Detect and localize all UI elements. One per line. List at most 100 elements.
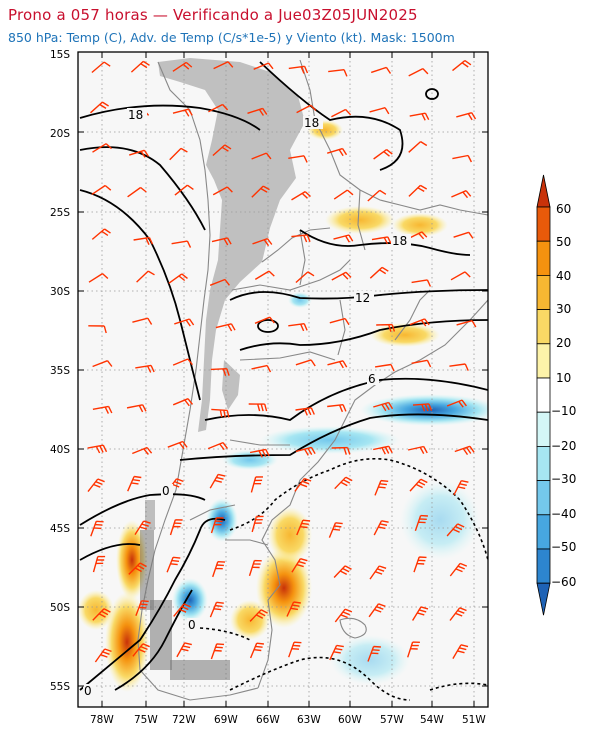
colorbar-segment [536, 514, 551, 550]
wind-barb [374, 363, 395, 372]
colorbar-label-neg50: −50 [551, 540, 576, 554]
wind-barb [254, 316, 275, 324]
contour-label-12: 12 [355, 291, 370, 305]
wind-barb [254, 270, 275, 280]
wind-barb [128, 562, 147, 575]
wind-barb [169, 147, 188, 161]
wind-barb [172, 358, 193, 366]
lat-label-50s: 50S [50, 602, 70, 614]
wind-barb [412, 606, 429, 621]
wind-barb [127, 186, 147, 198]
colorbar-label-neg10: −10 [551, 404, 576, 418]
wind-barb [329, 644, 344, 661]
wind-barb [456, 112, 477, 121]
wind-barb [94, 648, 112, 663]
wind-barb [454, 445, 475, 456]
wind-barb [127, 475, 142, 492]
wind-barb [451, 190, 472, 199]
wind-barb [168, 273, 188, 284]
lon-label-57w: 57W [380, 714, 404, 726]
lon-label-60w: 60W [338, 714, 362, 726]
colorbar-tip-bottom [536, 582, 551, 616]
wind-barb [295, 407, 315, 416]
wind-barb [452, 154, 473, 163]
wind-barb [172, 398, 194, 407]
contour-label-18c: 18 [392, 234, 407, 248]
wind-barb [171, 240, 192, 248]
lon-label-69w: 69W [214, 714, 238, 726]
wind-barb [247, 107, 268, 116]
wind-barb [215, 323, 236, 332]
colorbar-label-40: 40 [556, 269, 571, 283]
wind-barb [210, 643, 225, 660]
wind-barbs [87, 60, 477, 663]
lat-label-15s: 15S [50, 49, 70, 61]
wind-barb [92, 608, 111, 621]
wind-barb [412, 403, 433, 412]
lat-label-35s: 35S [50, 365, 70, 377]
colorbar-label-30: 30 [556, 302, 571, 316]
wind-barb [446, 399, 467, 408]
wind-barb [453, 231, 474, 239]
wind-barb [374, 479, 389, 496]
wind-barb [368, 603, 386, 618]
wind-barb [249, 609, 268, 622]
wind-barb [167, 440, 188, 450]
wind-barb [408, 67, 429, 77]
wind-barb [209, 601, 224, 618]
wind-barb [88, 325, 107, 334]
wind-barb [166, 556, 181, 573]
wind-barb [295, 446, 316, 456]
colorbar-segment [536, 274, 551, 310]
wind-barb [252, 237, 273, 247]
wind-barb [91, 61, 111, 74]
longitude-labels: 78W 75W 72W 69W 66W 63W 60W 57W 54W 51W [90, 714, 486, 726]
wind-barb [373, 520, 389, 536]
wind-barb [408, 184, 428, 197]
lon-label-75w: 75W [134, 714, 158, 726]
wind-barb [210, 517, 224, 534]
wind-barb [449, 607, 467, 621]
colorbar-segment [536, 343, 551, 379]
wind-barb [174, 184, 194, 196]
wind-barb [92, 405, 113, 414]
wind-barb [453, 480, 469, 496]
wind-barb [173, 603, 191, 617]
wind-barb [452, 60, 472, 72]
lon-label-78w: 78W [90, 714, 114, 726]
wind-barb [91, 184, 112, 195]
wind-barb [251, 515, 264, 533]
wind-barb [253, 62, 274, 70]
wind-barb [369, 107, 390, 115]
zero-isotherm-dashed [199, 457, 488, 701]
wind-barb [128, 149, 149, 158]
wind-barb [408, 141, 428, 153]
wind-barb [331, 446, 351, 455]
map-frame [77, 51, 489, 708]
wind-barb [370, 66, 392, 74]
wind-barb [136, 270, 155, 283]
lat-label-30s: 30S [50, 286, 70, 298]
lat-label-25s: 25S [50, 207, 70, 219]
wind-barb [88, 273, 109, 283]
wind-barb [90, 101, 109, 114]
wind-barb [92, 555, 106, 573]
wind-barb [126, 404, 147, 413]
lon-label-66w: 66W [256, 714, 280, 726]
wind-barb [369, 266, 389, 279]
lat-label-40s: 40S [50, 444, 70, 456]
wind-barb [329, 317, 350, 326]
colorbar-label-20: 20 [556, 336, 571, 350]
wind-barb [288, 65, 309, 74]
wind-barb [207, 441, 228, 451]
contour-label-0c: 0 [84, 684, 92, 698]
wind-barb [446, 523, 465, 537]
wind-barb [251, 364, 272, 373]
wind-barb [334, 476, 353, 490]
axis-ticks [78, 51, 488, 707]
wind-barb [331, 271, 352, 281]
coastlines-borders [137, 59, 488, 701]
colorbar-tip-top [536, 174, 551, 208]
colorbar-label-50: 50 [556, 235, 571, 249]
